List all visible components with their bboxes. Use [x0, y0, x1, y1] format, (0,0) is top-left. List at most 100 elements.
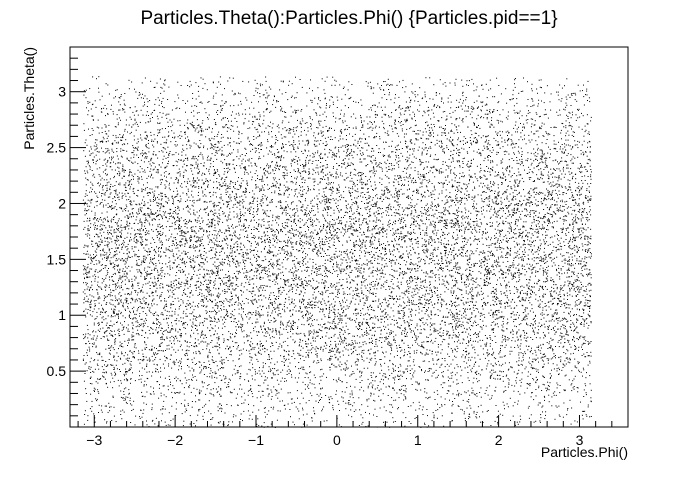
data-point	[194, 156, 196, 158]
data-point	[454, 84, 456, 86]
data-point	[317, 335, 319, 337]
data-point	[276, 419, 278, 421]
data-point	[290, 330, 291, 332]
data-point	[555, 250, 557, 252]
data-point	[428, 368, 430, 370]
data-point	[377, 385, 379, 386]
data-point	[133, 114, 135, 116]
data-point	[309, 218, 311, 220]
data-point	[459, 266, 461, 268]
data-point	[333, 182, 334, 184]
data-point	[123, 99, 125, 101]
data-point	[166, 310, 168, 312]
data-point	[523, 292, 525, 294]
data-point	[218, 245, 220, 247]
data-point	[173, 363, 175, 365]
data-point	[563, 327, 565, 329]
data-point	[476, 165, 478, 167]
data-point	[200, 134, 202, 136]
data-point	[437, 294, 439, 296]
data-point	[426, 336, 428, 338]
data-point	[379, 269, 381, 271]
data-point	[254, 369, 256, 371]
data-point	[301, 282, 303, 284]
data-point	[455, 327, 456, 329]
data-point	[105, 286, 107, 288]
data-point	[306, 219, 308, 221]
data-point	[219, 261, 221, 263]
data-point	[250, 219, 252, 221]
data-point	[92, 246, 94, 247]
data-point	[441, 404, 443, 406]
data-point	[104, 332, 106, 334]
data-point	[416, 216, 418, 218]
data-point	[507, 261, 509, 262]
data-point	[434, 189, 436, 191]
data-point	[164, 80, 166, 82]
data-point	[530, 289, 532, 291]
data-point	[250, 269, 252, 271]
data-point	[421, 317, 423, 319]
data-point	[433, 165, 435, 167]
data-point	[456, 221, 458, 222]
data-point	[388, 169, 390, 170]
data-point	[490, 250, 492, 252]
data-point	[587, 220, 589, 222]
data-point	[259, 264, 261, 266]
data-point	[180, 368, 182, 370]
data-point	[556, 204, 558, 206]
data-point	[135, 291, 136, 293]
data-point	[261, 199, 263, 201]
data-point	[353, 243, 355, 245]
data-point	[504, 306, 506, 308]
data-point	[567, 242, 569, 244]
data-point	[391, 169, 393, 171]
data-point	[267, 315, 269, 317]
data-point	[495, 405, 497, 406]
data-point	[555, 405, 557, 407]
data-point	[538, 279, 540, 281]
data-point	[392, 168, 394, 170]
data-point	[374, 184, 376, 186]
data-point	[344, 252, 346, 254]
data-point	[415, 282, 417, 283]
data-point	[134, 236, 136, 238]
data-point	[521, 378, 523, 380]
data-point	[397, 374, 399, 376]
data-point	[519, 300, 521, 302]
data-point	[223, 261, 225, 263]
data-point	[431, 290, 433, 292]
data-point	[408, 360, 410, 362]
data-point	[224, 159, 226, 161]
data-point	[116, 368, 118, 370]
data-point	[122, 108, 124, 110]
data-point	[471, 392, 473, 394]
data-point	[174, 218, 175, 220]
data-point	[315, 332, 317, 334]
data-point	[572, 177, 573, 179]
data-point	[196, 182, 198, 184]
data-point	[362, 152, 364, 154]
data-point	[587, 227, 589, 229]
data-point	[399, 274, 401, 276]
data-point	[272, 262, 274, 264]
data-point	[564, 328, 566, 330]
data-point	[91, 260, 93, 261]
data-point	[454, 320, 455, 322]
data-point	[537, 216, 539, 218]
data-point	[89, 101, 91, 103]
data-point	[413, 148, 415, 150]
data-point	[408, 157, 410, 159]
data-point	[544, 194, 546, 196]
data-point	[469, 179, 471, 180]
data-point	[377, 106, 379, 108]
data-point	[469, 292, 471, 294]
data-point	[107, 237, 109, 239]
data-point	[292, 279, 294, 281]
data-point	[544, 157, 546, 159]
data-point	[499, 217, 501, 219]
data-point	[143, 296, 145, 298]
data-point	[583, 96, 585, 98]
data-point	[179, 120, 181, 122]
data-point	[426, 353, 428, 355]
